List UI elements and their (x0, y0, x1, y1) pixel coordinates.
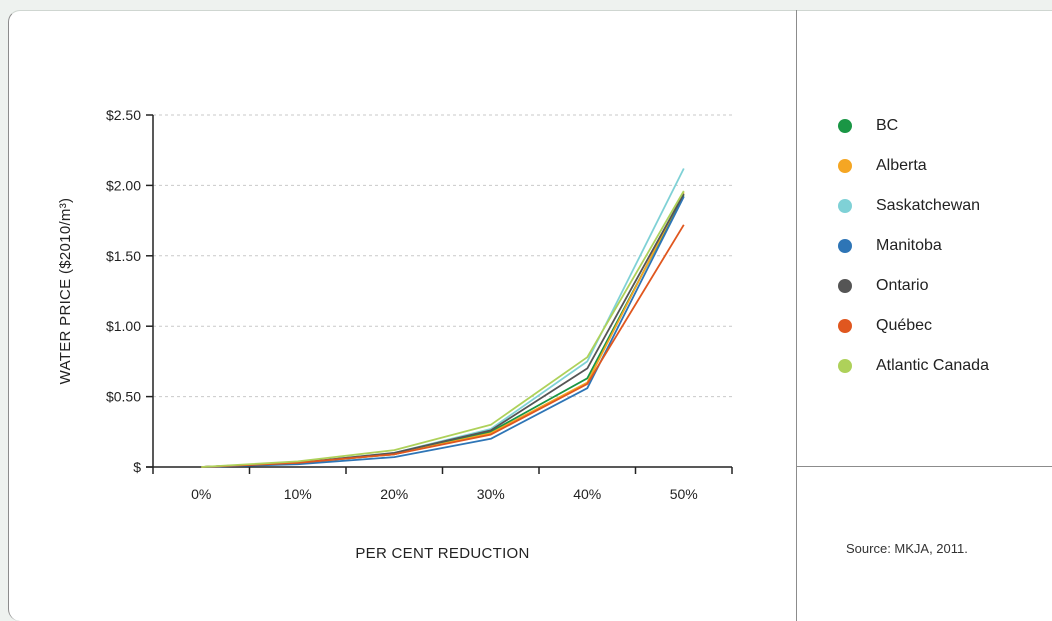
legend-item: Saskatchewan (838, 186, 989, 226)
legend-swatch (838, 319, 852, 333)
legend-item: BC (838, 106, 989, 146)
source-divider (796, 466, 1052, 467)
x-tick-label: 20% (380, 486, 408, 502)
legend-swatch (838, 119, 852, 133)
series-line-atlantic-canada (201, 190, 685, 468)
series-line-bc (201, 194, 685, 468)
y-axis-title: WATER PRICE ($2010/m³) (57, 198, 74, 385)
legend-divider (796, 10, 797, 621)
source-note: Source: MKJA, 2011. (846, 541, 968, 556)
legend-item: Atlantic Canada (838, 346, 989, 386)
legend-swatch (838, 199, 852, 213)
legend-label: Manitoba (876, 237, 942, 254)
series-line-alberta (201, 191, 685, 468)
legend-item: Québec (838, 306, 989, 346)
legend-swatch (838, 279, 852, 293)
y-tick-label: $1.00 (106, 318, 141, 334)
x-tick-label: 50% (670, 486, 698, 502)
x-tick-label: 0% (191, 486, 211, 502)
x-axis-title: PER CENT REDUCTION (355, 545, 529, 562)
legend-item: Alberta (838, 146, 989, 186)
legend-item: Ontario (838, 266, 989, 306)
x-tick-label: 10% (284, 486, 312, 502)
legend-label: Alberta (876, 157, 927, 174)
x-tick-label: 30% (477, 486, 505, 502)
x-tick-label: 40% (573, 486, 601, 502)
series-line-saskatchewan (201, 168, 685, 468)
series-line-québec (201, 224, 685, 468)
y-tick-label: $0.50 (106, 389, 141, 405)
y-tick-label: $ (133, 459, 141, 475)
y-tick-label: $2.50 (106, 107, 141, 123)
legend-swatch (838, 359, 852, 373)
legend-label: Saskatchewan (876, 197, 981, 214)
legend-label: Québec (876, 317, 933, 334)
y-tick-label: $2.00 (106, 177, 141, 193)
chart-legend: BC Alberta Saskatchewan Manitoba Ontario Québ… (838, 106, 989, 386)
series-line-ontario (201, 193, 685, 468)
legend-label: Atlantic Canada (876, 357, 989, 374)
legend-item: Manitoba (838, 226, 989, 266)
legend-label: Ontario (876, 277, 929, 294)
figure-frame (8, 10, 1052, 621)
legend-swatch (838, 239, 852, 253)
legend-label: BC (876, 117, 899, 134)
y-tick-label: $1.50 (106, 248, 141, 264)
legend-swatch (838, 159, 852, 173)
